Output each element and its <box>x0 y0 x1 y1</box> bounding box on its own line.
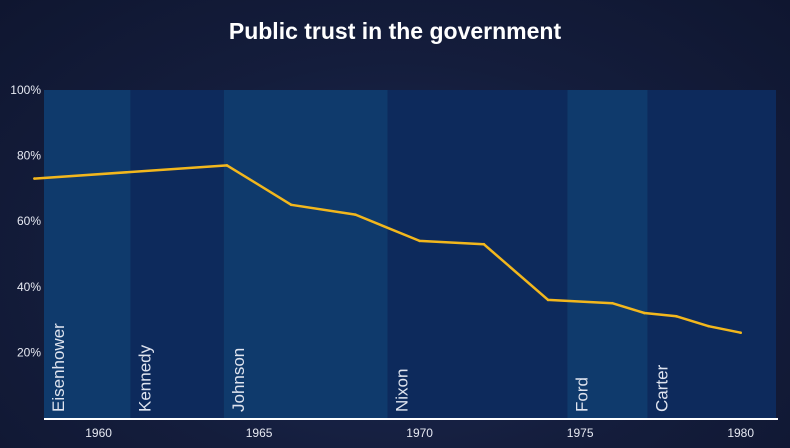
trust-series-line <box>34 164 741 334</box>
trust-data-point <box>418 239 421 243</box>
era-band-eisenhower <box>44 90 131 418</box>
trust-data-point <box>225 164 229 167</box>
trust-data-point <box>739 331 742 335</box>
trust-data-point <box>482 242 486 246</box>
y-tick-label: 100% <box>10 83 41 97</box>
y-tick-label: 20% <box>17 345 41 359</box>
era-label-carter: Carter <box>653 364 672 412</box>
trust-data-point <box>546 298 550 302</box>
era-label-eisenhower: Eisenhower <box>49 323 68 412</box>
era-band-johnson <box>223 90 388 418</box>
x-tick-label: 1970 <box>406 426 433 440</box>
y-tick-label: 80% <box>17 149 41 163</box>
x-tick-label: 1965 <box>246 426 273 440</box>
trust-data-point <box>289 203 293 207</box>
era-label-ford: Ford <box>572 377 591 412</box>
era-label-nixon: Nixon <box>393 369 412 412</box>
trust-data-point <box>643 311 646 315</box>
era-band-ford <box>567 90 648 418</box>
trust-data-point <box>675 315 678 318</box>
era-band-carter <box>647 90 776 418</box>
y-tick-label: 40% <box>17 280 41 294</box>
era-band-nixon <box>387 90 568 418</box>
trust-data-point <box>33 177 36 180</box>
era-band-kennedy <box>130 90 224 418</box>
trust-data-point <box>610 301 614 305</box>
trust-data-point <box>707 324 710 328</box>
y-tick-label: 60% <box>17 214 41 228</box>
x-tick-label: 1960 <box>85 426 112 440</box>
chart-title: Public trust in the government <box>228 18 562 44</box>
era-label-kennedy: Kennedy <box>136 344 155 412</box>
x-tick-label: 1980 <box>727 426 754 440</box>
era-label-johnson: Johnson <box>229 348 248 412</box>
trust-data-point <box>354 213 357 216</box>
x-tick-label: 1975 <box>567 426 594 440</box>
